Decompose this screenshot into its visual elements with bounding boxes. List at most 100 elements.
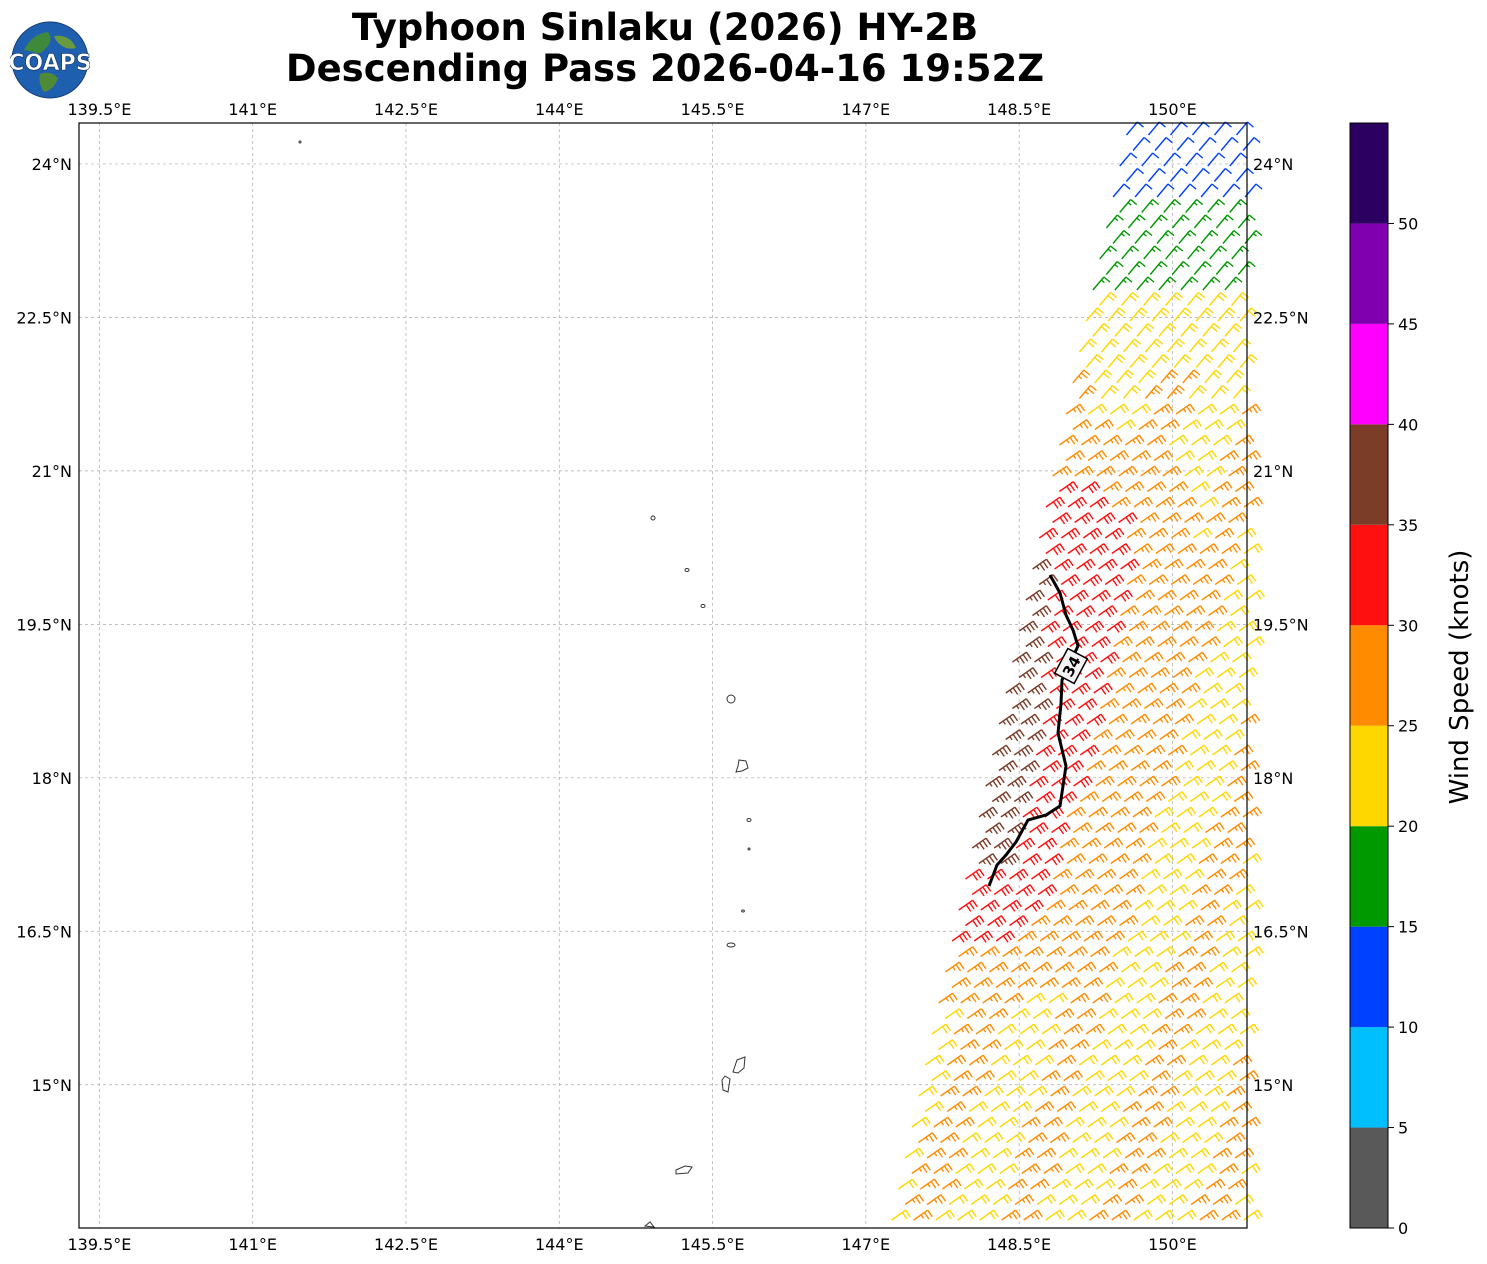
wind-barb bbox=[1092, 322, 1111, 337]
wind-barb bbox=[1226, 419, 1246, 431]
wind-barb bbox=[1201, 589, 1221, 601]
wind-barb bbox=[1122, 1054, 1143, 1066]
wind-barb bbox=[998, 713, 1019, 726]
wind-barb bbox=[1054, 605, 1074, 618]
wind-barb bbox=[1179, 589, 1199, 601]
wind-barb bbox=[926, 1194, 947, 1206]
wind-barb bbox=[1199, 1209, 1219, 1221]
title-line-2: Descending Pass 2026-04-16 19:52Z bbox=[285, 47, 1045, 90]
wind-barb bbox=[1159, 682, 1179, 694]
wind-barb bbox=[1152, 760, 1173, 772]
wind-barb bbox=[1183, 775, 1203, 787]
wind-barb bbox=[1171, 214, 1190, 229]
wind-barb bbox=[995, 930, 1016, 943]
island bbox=[741, 909, 745, 913]
wind-barb bbox=[1132, 136, 1151, 151]
island bbox=[735, 759, 749, 773]
wind-barb bbox=[1092, 1039, 1112, 1051]
wind-barb bbox=[1191, 884, 1212, 896]
wind-barb bbox=[1104, 574, 1125, 587]
colorbar-tick-label: 5 bbox=[1398, 1119, 1408, 1138]
wind-barb bbox=[1078, 1054, 1099, 1066]
wind-barb bbox=[1230, 605, 1250, 617]
wind-barb bbox=[1121, 698, 1142, 710]
wind-barb bbox=[1209, 291, 1228, 306]
colorbar-bin bbox=[1350, 223, 1388, 324]
wind-barb bbox=[1112, 183, 1131, 198]
wind-barb bbox=[1221, 1209, 1241, 1221]
wind-barb bbox=[1158, 1039, 1178, 1051]
wind-barb bbox=[1164, 558, 1184, 570]
wind-barb bbox=[1175, 450, 1196, 462]
wind-barb bbox=[997, 1023, 1018, 1035]
wind-barb bbox=[946, 1054, 967, 1066]
wind-barb bbox=[1120, 558, 1140, 571]
wind-barb bbox=[1054, 1008, 1075, 1020]
wind-barb bbox=[1083, 930, 1104, 942]
wind-barb bbox=[1000, 806, 1021, 819]
wind-barb bbox=[1076, 558, 1096, 571]
wind-barb bbox=[1073, 775, 1093, 788]
wind-barb bbox=[1119, 152, 1138, 167]
wind-barb bbox=[935, 1209, 955, 1221]
wind-barb bbox=[1117, 775, 1137, 787]
wind-barb bbox=[1090, 946, 1110, 958]
colorbar-tick-label: 15 bbox=[1398, 918, 1418, 937]
wind-barb bbox=[1208, 1008, 1229, 1020]
wind-barb bbox=[1151, 307, 1170, 322]
wind-barb bbox=[1219, 403, 1240, 415]
wind-barb bbox=[1124, 434, 1145, 446]
wind-barb bbox=[980, 946, 1000, 958]
wind-barb bbox=[1024, 899, 1044, 912]
wind-barb bbox=[924, 1054, 945, 1066]
wind-barb bbox=[1187, 291, 1206, 306]
wind-barb bbox=[1144, 1054, 1165, 1066]
wind-barb bbox=[1099, 245, 1118, 260]
wind-barb bbox=[973, 930, 994, 943]
wind-barb bbox=[1234, 1147, 1255, 1159]
wind-barb bbox=[1031, 868, 1051, 881]
wind-barb bbox=[1189, 744, 1210, 756]
wind-barb bbox=[1094, 1085, 1114, 1097]
wind-barb bbox=[1072, 419, 1092, 431]
wind-barb bbox=[1065, 403, 1086, 415]
wind-barb bbox=[1199, 543, 1220, 555]
wind-barb bbox=[984, 1132, 1004, 1144]
wind-barb bbox=[931, 1070, 951, 1082]
wind-barb bbox=[1219, 450, 1240, 462]
wind-barb bbox=[1152, 713, 1173, 725]
wind-barb bbox=[1009, 868, 1029, 881]
wind-barb bbox=[1234, 1194, 1255, 1206]
wind-barb bbox=[1073, 1178, 1094, 1190]
wind-barb bbox=[984, 1085, 1004, 1097]
wind-barb bbox=[1176, 136, 1195, 151]
wind-barb bbox=[973, 977, 994, 989]
wind-barb bbox=[1198, 136, 1217, 151]
wind-barb bbox=[1087, 1116, 1107, 1128]
wind-barb bbox=[1191, 167, 1210, 182]
wind-barb bbox=[955, 1163, 975, 1175]
wind-barb bbox=[1088, 806, 1109, 818]
wind-barb bbox=[1102, 1147, 1123, 1159]
wind-barb bbox=[1235, 837, 1256, 849]
wind-barb bbox=[1188, 1101, 1209, 1113]
wind-barb bbox=[957, 1209, 977, 1221]
wind-barb bbox=[1185, 152, 1204, 167]
wind-barb bbox=[1158, 992, 1178, 1004]
wind-barb bbox=[1163, 868, 1183, 880]
wind-barb bbox=[1219, 1163, 1239, 1175]
wind-barb bbox=[1072, 1132, 1092, 1144]
wind-barb bbox=[1192, 527, 1213, 539]
wind-barb bbox=[1184, 512, 1204, 524]
wind-barb bbox=[1018, 620, 1039, 633]
wind-barb bbox=[1136, 276, 1155, 291]
wind-barb bbox=[1059, 884, 1080, 896]
wind-barb bbox=[1150, 667, 1171, 679]
wind-barb bbox=[1177, 1209, 1197, 1221]
wind-barb bbox=[1224, 322, 1243, 337]
wind-barb bbox=[1212, 1147, 1233, 1159]
wind-barb bbox=[1129, 1023, 1150, 1035]
wind-barb bbox=[1180, 1039, 1200, 1051]
colorbar-bin bbox=[1350, 826, 1388, 927]
wind-barb bbox=[1182, 369, 1201, 384]
